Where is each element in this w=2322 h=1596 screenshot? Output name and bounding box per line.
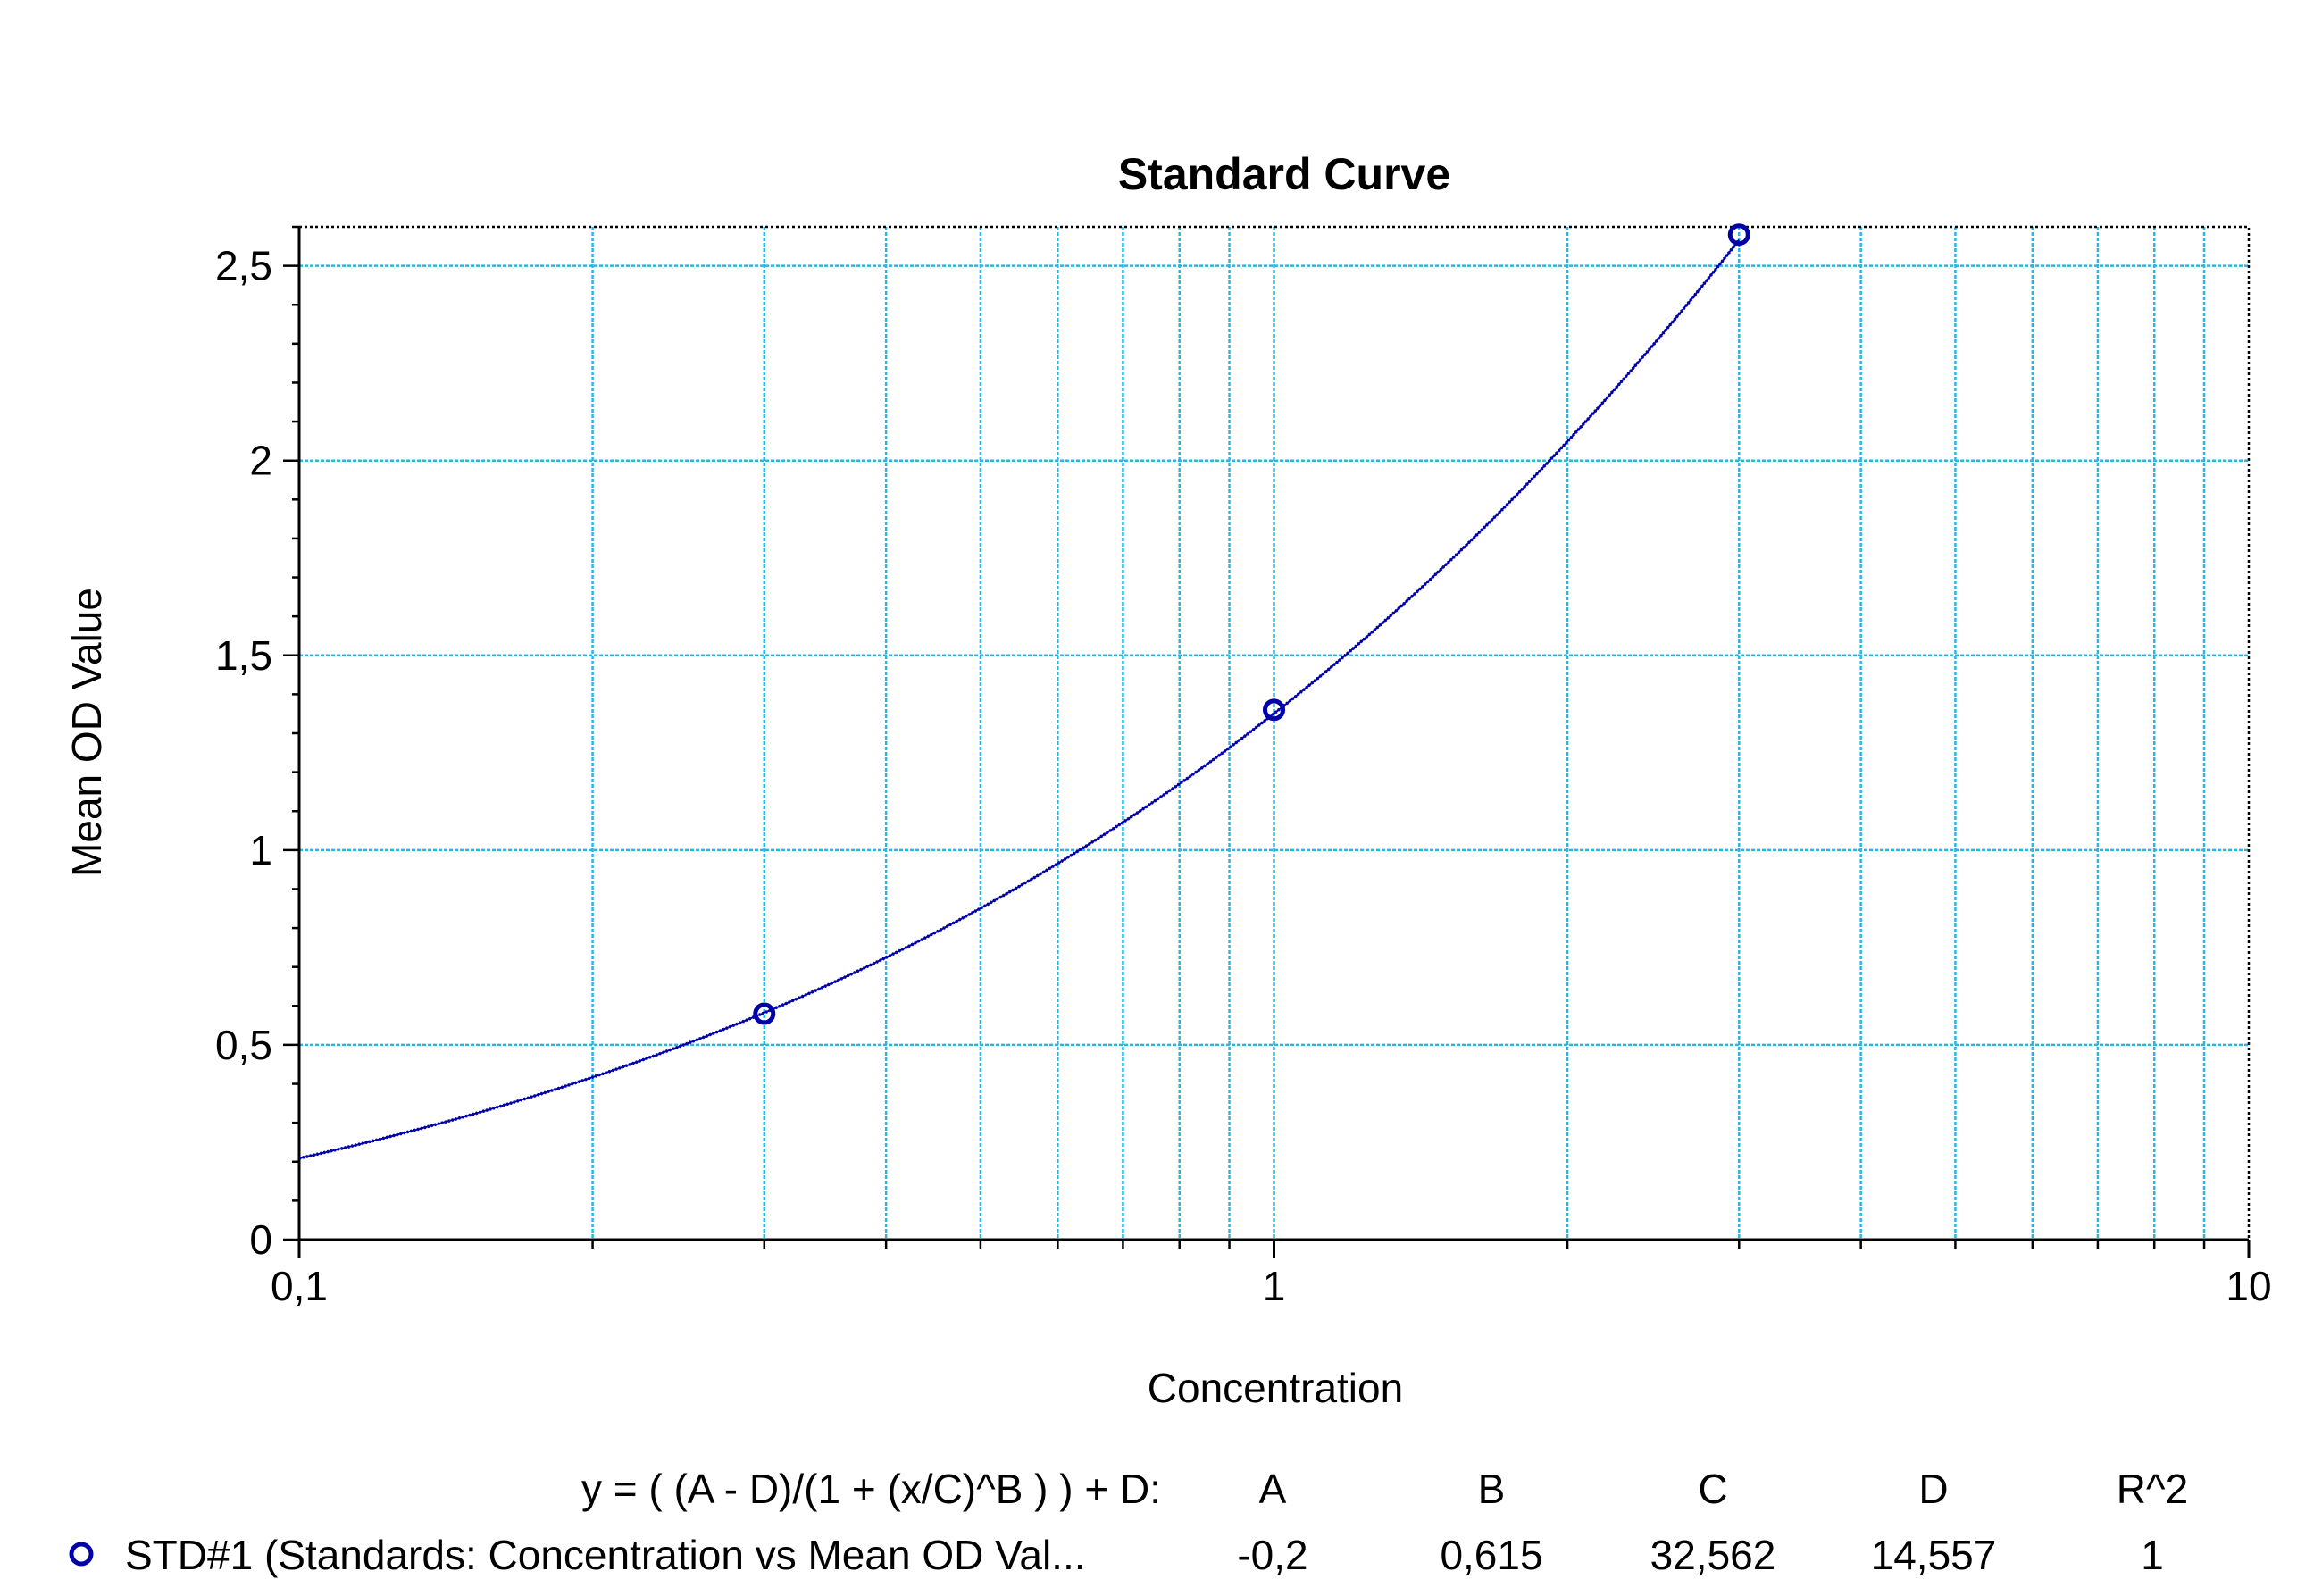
y-tick-label: 0 (249, 1216, 272, 1263)
chart-title: Standard Curve (1118, 149, 1450, 199)
y-tick-label: 0,5 (215, 1022, 272, 1068)
legend-equation: y = ( (A - D)/(1 + (x/C)^B ) ) + D: (581, 1466, 1161, 1512)
y-tick-label: 1 (249, 827, 272, 873)
x-tick-label: 0,1 (271, 1263, 328, 1309)
legend-headers: A B C D R^2 (1259, 1466, 2189, 1512)
legend-value: 32,562 (1650, 1532, 1776, 1578)
legend-value: -0,2 (1237, 1532, 1307, 1578)
legend-value: 14,557 (1871, 1532, 1997, 1578)
data-point (1727, 223, 1750, 247)
legend-values: -0,2 0,615 32,562 14,557 1 (1237, 1532, 2163, 1578)
axis-tick-labels: 0,1 1 10 0 0,5 1 1,5 2 2,5 (215, 243, 2272, 1309)
legend: y = ( (A - D)/(1 + (x/C)^B ) ) + D: A B C D… (69, 1466, 2189, 1578)
legend-series-name: STD#1 (Standards: Concentration vs Mean … (125, 1532, 1086, 1578)
legend-header: B (1478, 1466, 1506, 1512)
legend-marker-icon (69, 1542, 94, 1567)
grid-lines (299, 227, 2249, 1240)
data-points (753, 223, 1750, 1025)
legend-header: A (1259, 1466, 1287, 1512)
legend-value: 1 (2141, 1532, 2164, 1578)
fit-curve-line (298, 238, 1741, 1160)
data-point (1263, 698, 1285, 722)
y-tick-label: 2 (249, 438, 272, 484)
x-axis-label: Concentration (1148, 1365, 1403, 1411)
fit-curve-line-solid (298, 238, 1741, 1159)
data-point (753, 1002, 776, 1025)
y-tick-label: 2,5 (215, 243, 272, 289)
y-axis-label: Mean OD Value (63, 588, 110, 877)
legend-value: 0,615 (1440, 1532, 1542, 1578)
axis-ticks (283, 225, 2251, 1258)
legend-header: C (1698, 1466, 1727, 1512)
x-tick-label: 10 (2226, 1263, 2271, 1309)
x-tick-label: 1 (1263, 1263, 1286, 1309)
legend-header: R^2 (2117, 1466, 2188, 1512)
legend-header: D (1918, 1466, 1948, 1512)
y-tick-label: 1,5 (215, 632, 272, 679)
